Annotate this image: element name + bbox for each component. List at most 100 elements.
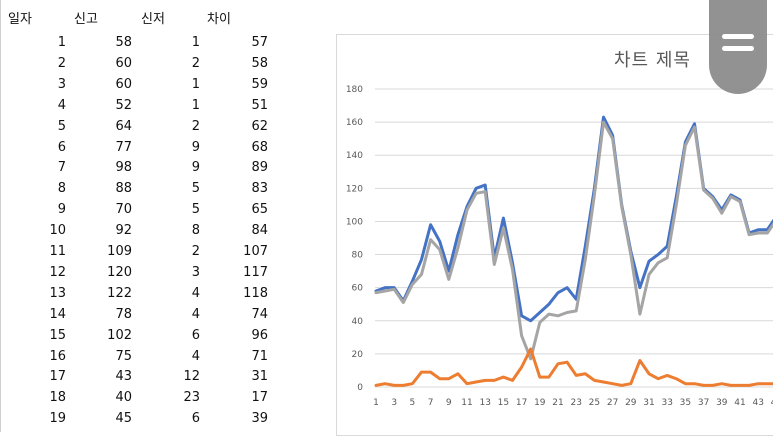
x-tick-label: 9 <box>446 398 452 408</box>
cell-col-b[interactable]: 6 <box>191 411 200 427</box>
cell-day[interactable]: 6 <box>57 139 66 155</box>
cell-col-b[interactable]: 12 <box>183 369 200 385</box>
cell-diff[interactable]: 62 <box>251 118 268 134</box>
table-row: 3 60 1 59 <box>0 75 300 95</box>
cell-col-a[interactable]: 98 <box>115 160 132 176</box>
header-diff[interactable]: 차이 <box>207 12 231 27</box>
cell-day[interactable]: 5 <box>57 118 66 134</box>
cell-diff[interactable]: 58 <box>251 55 268 71</box>
cell-day[interactable]: 10 <box>49 223 66 239</box>
cell-col-a[interactable]: 122 <box>107 285 132 301</box>
cell-diff[interactable]: 51 <box>251 97 268 113</box>
cell-diff[interactable]: 59 <box>251 76 268 92</box>
cell-col-b[interactable]: 6 <box>191 327 200 343</box>
cell-day[interactable]: 17 <box>49 369 66 385</box>
x-tick-label: 19 <box>534 398 546 408</box>
cell-day[interactable]: 14 <box>49 306 66 322</box>
cell-day[interactable]: 18 <box>49 390 66 406</box>
cell-col-a[interactable]: 64 <box>115 118 132 134</box>
cell-col-b[interactable]: 1 <box>191 97 200 113</box>
cell-day[interactable]: 4 <box>57 97 66 113</box>
cell-day[interactable]: 1 <box>57 35 66 50</box>
cell-diff[interactable]: 71 <box>251 348 268 364</box>
cell-col-b[interactable]: 4 <box>191 285 200 301</box>
chart-title[interactable]: 차트 제목 <box>614 50 691 71</box>
header-col-a[interactable]: 신고 <box>74 12 98 27</box>
cell-col-b[interactable]: 2 <box>191 55 200 71</box>
cell-diff[interactable]: 57 <box>251 35 268 50</box>
cell-col-b[interactable]: 23 <box>183 390 200 406</box>
table-row: 12 120 3 117 <box>0 263 300 283</box>
cell-day[interactable]: 13 <box>49 285 66 301</box>
cell-col-a[interactable]: 77 <box>115 139 132 155</box>
cell-col-a[interactable]: 92 <box>115 223 132 239</box>
y-tick-label: 100 <box>346 217 363 227</box>
cell-diff[interactable]: 96 <box>251 327 268 343</box>
cell-col-b[interactable]: 2 <box>191 118 200 134</box>
header-day[interactable]: 일자 <box>8 12 32 27</box>
cell-day[interactable]: 11 <box>49 244 66 259</box>
cell-day[interactable]: 8 <box>57 181 66 197</box>
table-row: 5 64 2 62 <box>0 117 300 137</box>
cell-diff[interactable]: 39 <box>251 411 268 427</box>
cell-col-b[interactable]: 3 <box>191 264 200 280</box>
cell-diff[interactable]: 117 <box>243 264 268 280</box>
cell-day[interactable]: 3 <box>57 76 66 92</box>
cell-col-b[interactable]: 4 <box>191 306 200 322</box>
cell-day[interactable]: 16 <box>49 348 66 364</box>
cell-col-a[interactable]: 78 <box>115 306 132 322</box>
cell-col-a[interactable]: 109 <box>107 244 132 259</box>
x-tick-label: 7 <box>428 398 434 408</box>
cell-col-a[interactable]: 102 <box>107 327 132 343</box>
x-tick-label: 5 <box>410 398 416 408</box>
cell-diff[interactable]: 74 <box>251 306 268 322</box>
cell-col-b[interactable]: 4 <box>191 348 200 364</box>
header-col-b[interactable]: 신저 <box>141 12 165 27</box>
cell-col-a[interactable]: 52 <box>115 97 132 113</box>
cell-col-a[interactable]: 70 <box>115 202 132 218</box>
cell-diff[interactable]: 107 <box>243 244 268 259</box>
cell-diff[interactable]: 68 <box>251 139 268 155</box>
x-tick-label: 3 <box>391 398 397 408</box>
cell-diff[interactable]: 83 <box>251 181 268 197</box>
cell-col-a[interactable]: 120 <box>107 264 132 280</box>
y-tick-label: 140 <box>346 151 363 161</box>
cell-col-a[interactable]: 45 <box>115 411 132 427</box>
cell-diff[interactable]: 118 <box>243 285 268 301</box>
cell-col-a[interactable]: 60 <box>115 55 132 71</box>
cell-col-b[interactable]: 1 <box>191 35 200 50</box>
menu-button[interactable] <box>709 0 767 94</box>
cell-day[interactable]: 19 <box>49 411 66 427</box>
cell-col-b[interactable]: 1 <box>191 76 200 92</box>
cell-col-a[interactable]: 40 <box>115 390 132 406</box>
cell-col-b[interactable]: 8 <box>191 223 200 239</box>
cell-col-a[interactable]: 43 <box>115 369 132 385</box>
x-tick-label: 21 <box>552 398 563 408</box>
cell-col-b[interactable]: 9 <box>191 160 200 176</box>
cell-diff[interactable]: 84 <box>251 223 268 239</box>
cell-col-b[interactable]: 2 <box>191 244 200 259</box>
cell-diff[interactable]: 65 <box>251 202 268 218</box>
cell-diff[interactable]: 17 <box>251 390 268 406</box>
cell-col-b[interactable]: 9 <box>191 139 200 155</box>
cell-day[interactable]: 12 <box>49 264 66 280</box>
x-tick-label: 43 <box>752 398 763 408</box>
cell-day[interactable]: 9 <box>57 202 66 218</box>
chart-area[interactable]: 0 20 40 60 80 100 120 140 160 180 1 3 5 7 9 11 13 15 17 19 2… <box>336 34 773 436</box>
cell-day[interactable]: 15 <box>49 327 66 343</box>
cell-col-b[interactable]: 5 <box>191 202 200 218</box>
cell-col-a[interactable]: 58 <box>115 35 132 50</box>
cell-diff[interactable]: 89 <box>251 160 268 176</box>
cell-day[interactable]: 2 <box>57 55 66 71</box>
table-row: 6 77 9 68 <box>0 138 300 158</box>
x-tick-label: 45 <box>771 398 773 408</box>
cell-col-a[interactable]: 60 <box>115 76 132 92</box>
table-row: 19 45 6 39 <box>0 409 300 429</box>
cell-col-a[interactable]: 75 <box>115 348 132 364</box>
x-tick-label: 17 <box>516 398 527 408</box>
cell-col-a[interactable]: 88 <box>115 181 132 197</box>
cell-col-b[interactable]: 5 <box>191 181 200 197</box>
cell-diff[interactable]: 31 <box>251 369 268 385</box>
cell-day[interactable]: 7 <box>57 160 66 176</box>
